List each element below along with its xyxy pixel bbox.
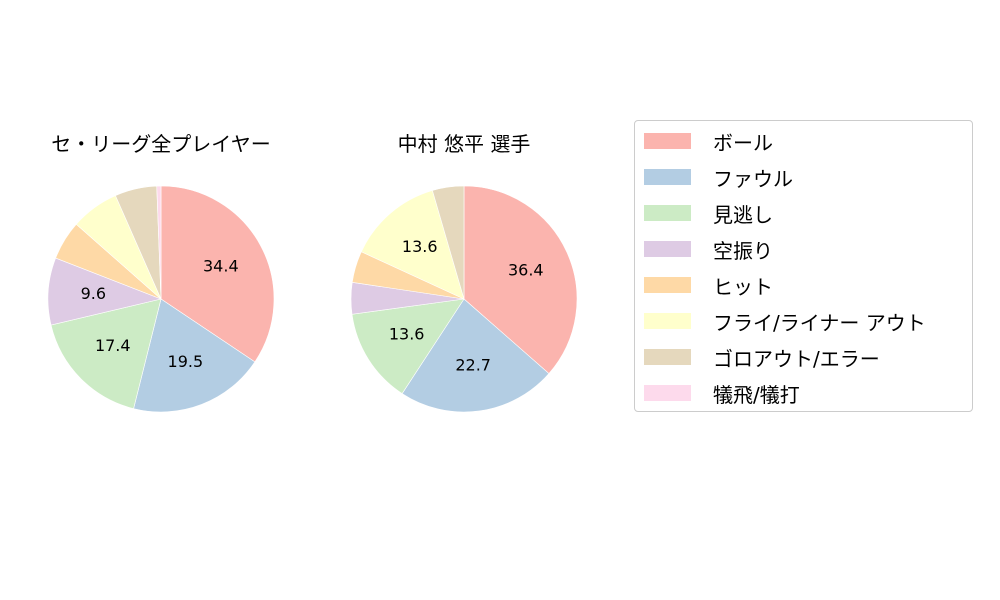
slice-value-label: 9.6	[81, 284, 106, 303]
legend-item-fly-liner-out: フライ/ライナー アウト	[644, 311, 926, 335]
legend-label: 見逃し	[713, 202, 773, 227]
slice-value-label: 17.4	[95, 336, 131, 355]
legend-label: ゴロアウト/エラー	[713, 346, 880, 371]
legend-swatch	[644, 241, 691, 257]
legend-item-hit: ヒット	[644, 275, 773, 299]
slice-value-label: 19.5	[168, 352, 204, 371]
pie-slice	[160, 185, 275, 363]
legend-label: ボール	[713, 130, 773, 155]
legend-swatch	[644, 385, 691, 401]
pie-slice	[463, 185, 578, 375]
legend-swatch	[644, 349, 691, 365]
legend-item-foul: ファウル	[644, 167, 793, 191]
legend: ボール ファウル 見逃し 空振り ヒット フライ/ライナー アウト ゴロアウト/…	[634, 120, 973, 412]
legend-swatch	[644, 277, 691, 293]
legend-swatch	[644, 205, 691, 221]
slice-value-label: 34.4	[203, 257, 239, 276]
legend-item-called-strike: 見逃し	[644, 203, 773, 227]
slice-value-label: 36.4	[508, 261, 544, 280]
legend-swatch	[644, 133, 691, 149]
pie-slice	[156, 185, 162, 300]
slice-value-label: 22.7	[455, 356, 491, 375]
pie-slice	[432, 185, 465, 300]
pie-chart-player: 36.4 22.7 13.6 13.6	[350, 185, 578, 413]
right-chart-title: 中村 悠平 選手	[397, 132, 531, 156]
slice-value-label: 13.6	[402, 237, 438, 256]
legend-item-groundout-error: ゴロアウト/エラー	[644, 347, 880, 371]
pie-slice	[50, 298, 162, 409]
legend-item-ball: ボール	[644, 131, 773, 155]
legend-item-sacrifice: 犠飛/犠打	[644, 383, 800, 407]
legend-item-swinging-strike: 空振り	[644, 239, 773, 263]
slice-value-label: 13.6	[389, 325, 425, 344]
pie-chart-league: 34.4 19.5 17.4 9.6	[47, 185, 275, 413]
pie-slice	[351, 298, 465, 394]
pie-slice	[401, 298, 550, 413]
legend-label: ヒット	[713, 274, 773, 299]
legend-swatch	[644, 169, 691, 185]
left-chart-title: セ・リーグ全プレイヤー	[51, 132, 271, 156]
pie-slice	[133, 298, 256, 413]
legend-swatch	[644, 313, 691, 329]
legend-label: ファウル	[713, 166, 793, 191]
legend-label: 犠飛/犠打	[713, 382, 800, 407]
legend-label: フライ/ライナー アウト	[713, 310, 926, 335]
legend-label: 空振り	[713, 238, 773, 263]
pie-slice	[360, 190, 465, 300]
